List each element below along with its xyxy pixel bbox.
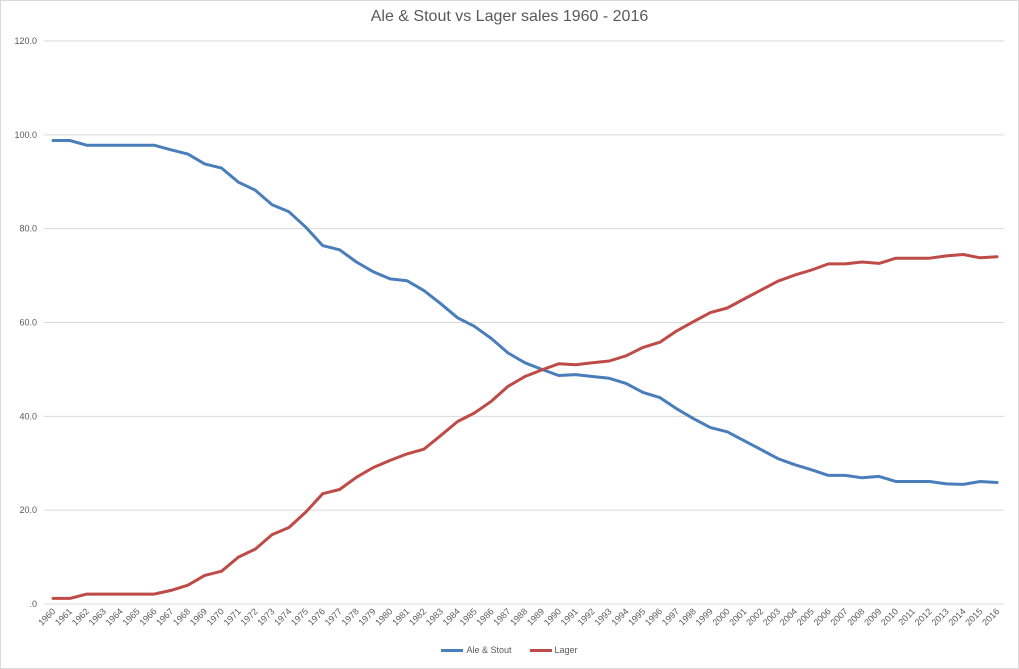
svg-text:1987: 1987: [491, 606, 512, 627]
svg-text:60.0: 60.0: [19, 318, 37, 328]
svg-text:2013: 2013: [930, 606, 951, 627]
svg-text:1991: 1991: [559, 606, 580, 627]
svg-text:1984: 1984: [441, 606, 462, 627]
svg-text:2006: 2006: [812, 606, 833, 627]
svg-text:2005: 2005: [795, 606, 816, 627]
svg-text:1961: 1961: [53, 606, 74, 627]
svg-text:2012: 2012: [913, 606, 934, 627]
x-axis-ticks: 1960196119621963196419651966196719681969…: [36, 606, 1001, 627]
svg-text:1999: 1999: [694, 606, 715, 627]
svg-text:1962: 1962: [70, 606, 91, 627]
ale-stout-swatch-icon: [441, 648, 464, 652]
svg-text:1995: 1995: [626, 606, 647, 627]
svg-text:1980: 1980: [373, 606, 394, 627]
svg-text:2008: 2008: [845, 606, 866, 627]
svg-text:1974: 1974: [272, 606, 293, 627]
svg-text:1992: 1992: [576, 606, 597, 627]
svg-text:1967: 1967: [154, 606, 175, 627]
svg-text:80.0: 80.0: [19, 224, 37, 234]
svg-text:1963: 1963: [87, 606, 108, 627]
svg-text:2002: 2002: [744, 606, 765, 627]
svg-text:1976: 1976: [306, 606, 327, 627]
svg-text:2011: 2011: [896, 606, 917, 627]
svg-text:1971: 1971: [222, 606, 243, 627]
lager-swatch-icon: [529, 648, 552, 652]
legend-label: Lager: [554, 645, 578, 655]
svg-text:2015: 2015: [963, 606, 984, 627]
svg-text:1981: 1981: [390, 606, 411, 627]
svg-text:1983: 1983: [424, 606, 445, 627]
svg-text:1972: 1972: [238, 606, 259, 627]
svg-text:.0: .0: [29, 599, 37, 609]
svg-text:1988: 1988: [508, 606, 529, 627]
svg-text:1973: 1973: [255, 606, 276, 627]
svg-text:120.0: 120.0: [14, 36, 37, 46]
legend: Ale & Stout Lager: [0, 645, 1019, 655]
svg-text:1989: 1989: [525, 606, 546, 627]
svg-text:1990: 1990: [542, 606, 563, 627]
svg-text:1993: 1993: [592, 606, 613, 627]
svg-text:1978: 1978: [340, 606, 361, 627]
gridlines: [44, 40, 1004, 605]
ale-stout-line: [51, 139, 999, 486]
svg-text:20.0: 20.0: [19, 505, 37, 515]
data-lines: [51, 139, 999, 600]
svg-text:1964: 1964: [104, 606, 125, 627]
svg-text:1994: 1994: [609, 606, 630, 627]
svg-text:2001: 2001: [727, 606, 748, 627]
lager-line: [51, 253, 999, 600]
chart-title: Ale & Stout vs Lager sales 1960 - 2016: [370, 8, 649, 25]
svg-text:2016: 2016: [980, 606, 1001, 627]
svg-text:1966: 1966: [137, 606, 158, 627]
svg-text:100.0: 100.0: [14, 130, 37, 140]
svg-text:40.0: 40.0: [19, 411, 37, 421]
y-axis-ticks: .0 20.0 40.0 60.0 80.0 100.0 120.0: [14, 36, 37, 609]
svg-text:1982: 1982: [407, 606, 428, 627]
svg-text:1996: 1996: [643, 606, 664, 627]
svg-text:1998: 1998: [677, 606, 698, 627]
svg-text:1960: 1960: [36, 606, 57, 627]
svg-text:2004: 2004: [778, 606, 799, 627]
svg-text:1997: 1997: [660, 606, 681, 627]
legend-label: Ale & Stout: [466, 645, 512, 655]
svg-text:1985: 1985: [458, 606, 479, 627]
svg-text:1979: 1979: [356, 606, 377, 627]
legend-item-ale-stout: Ale & Stout: [441, 645, 512, 655]
svg-text:1975: 1975: [289, 606, 310, 627]
svg-text:2007: 2007: [828, 606, 849, 627]
svg-text:2003: 2003: [761, 606, 782, 627]
svg-text:1970: 1970: [205, 606, 226, 627]
legend-item-lager: Lager: [529, 645, 578, 655]
svg-text:1968: 1968: [171, 606, 192, 627]
svg-text:2000: 2000: [710, 606, 731, 627]
svg-text:1977: 1977: [323, 606, 344, 627]
svg-text:1965: 1965: [120, 606, 141, 627]
svg-text:2010: 2010: [879, 606, 900, 627]
svg-text:1986: 1986: [474, 606, 495, 627]
svg-text:2009: 2009: [862, 606, 883, 627]
svg-text:2014: 2014: [946, 606, 967, 627]
svg-text:1969: 1969: [188, 606, 209, 627]
